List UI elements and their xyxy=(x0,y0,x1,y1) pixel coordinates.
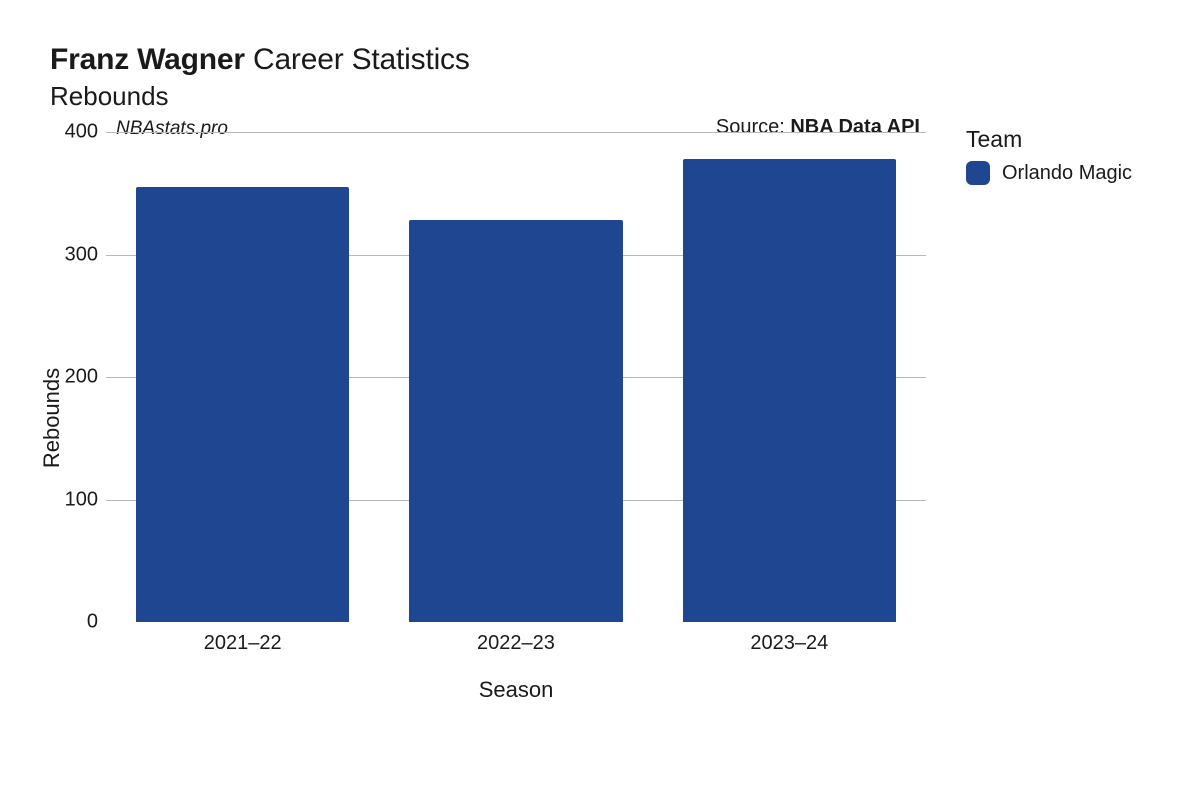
y-tick-label: 100 xyxy=(65,488,98,511)
x-axis-ticks: 2021–222022–232023–24 xyxy=(106,632,926,655)
legend-items: Orlando Magic xyxy=(966,161,1132,185)
x-tick-label: 2022–23 xyxy=(379,632,652,655)
legend-item: Orlando Magic xyxy=(966,161,1132,185)
chart-title: Franz Wagner Career Statistics xyxy=(50,40,1150,79)
bar xyxy=(136,187,349,622)
bar xyxy=(683,159,896,622)
chart-container: Franz Wagner Career Statistics Rebounds … xyxy=(0,0,1200,800)
y-tick-label: 0 xyxy=(87,611,98,634)
title-rest: Career Statistics xyxy=(245,43,470,76)
bar-slot xyxy=(106,132,379,622)
x-tick-label: 2023–24 xyxy=(653,632,926,655)
y-axis-ticks: 0100200300400 xyxy=(50,132,106,622)
plot-area: NBAstats.pro Source: NBA Data API xyxy=(106,132,926,622)
y-tick-label: 300 xyxy=(65,243,98,266)
legend: Team Orlando Magic xyxy=(966,126,1132,185)
bar xyxy=(409,220,622,622)
bars-group xyxy=(106,132,926,622)
y-tick-label: 400 xyxy=(65,121,98,144)
plot-column: Rebounds 0100200300400 NBAstats.pro Sour… xyxy=(50,132,926,703)
title-player: Franz Wagner xyxy=(50,43,245,76)
y-tick-label: 200 xyxy=(65,366,98,389)
title-block: Franz Wagner Career Statistics Rebounds xyxy=(50,40,1150,114)
legend-item-label: Orlando Magic xyxy=(1002,162,1132,185)
x-tick-label: 2021–22 xyxy=(106,632,379,655)
x-axis-label: Season xyxy=(106,677,926,703)
legend-title: Team xyxy=(966,126,1132,153)
chart-body: Rebounds 0100200300400 NBAstats.pro Sour… xyxy=(50,132,1150,703)
legend-swatch xyxy=(966,161,990,185)
chart-subtitle: Rebounds xyxy=(50,79,1150,114)
bar-slot xyxy=(653,132,926,622)
bar-slot xyxy=(379,132,652,622)
